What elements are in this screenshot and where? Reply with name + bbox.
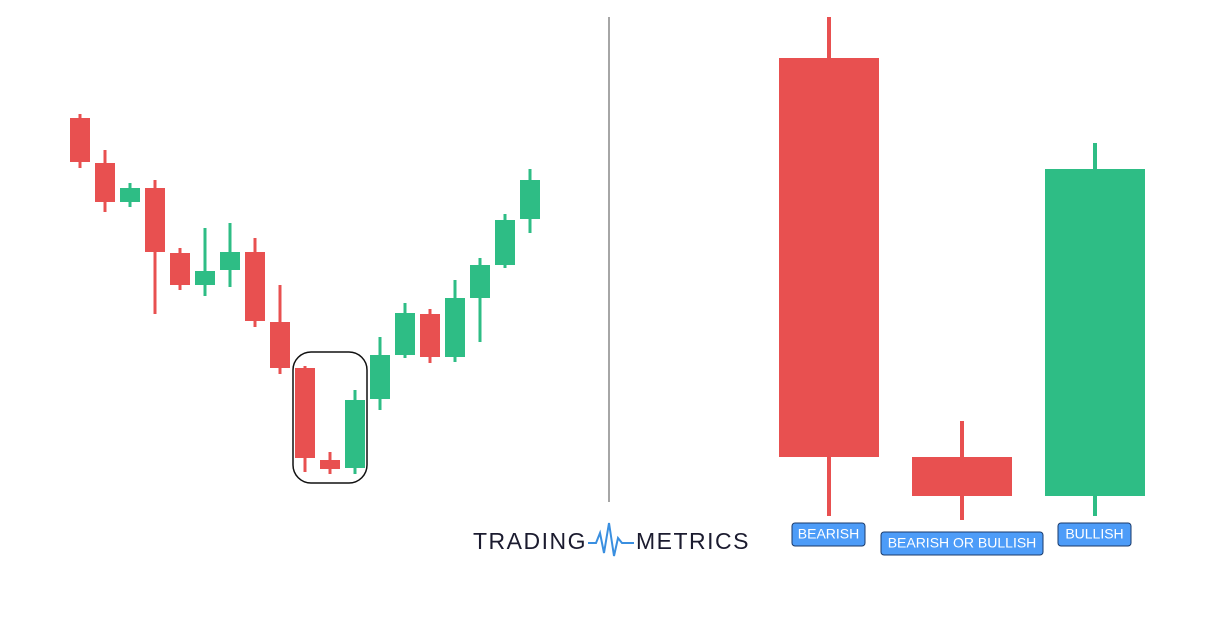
candle-label: BULLISH xyxy=(1065,526,1123,542)
candle-body xyxy=(320,460,340,469)
candle-body xyxy=(395,313,415,355)
candle-body xyxy=(445,298,465,357)
candle-body xyxy=(70,118,90,162)
candle-body xyxy=(145,188,165,252)
candle-body xyxy=(195,271,215,285)
candle-body xyxy=(495,220,515,265)
candle-label: BEARISH OR BULLISH xyxy=(888,535,1037,551)
candle-body xyxy=(912,457,1012,496)
candle-body xyxy=(270,322,290,368)
candle-body xyxy=(470,265,490,298)
pattern-highlight xyxy=(292,351,368,484)
candles xyxy=(70,17,1145,520)
candle-body xyxy=(220,252,240,270)
label-box xyxy=(880,531,1044,556)
candle-body xyxy=(370,355,390,399)
logo-icon xyxy=(588,522,634,557)
candle-body xyxy=(1045,169,1145,496)
candle-body xyxy=(120,188,140,202)
candle-body xyxy=(520,180,540,219)
label-box xyxy=(791,522,866,547)
candle-body xyxy=(295,368,315,458)
candle-body xyxy=(95,163,115,202)
candle-body xyxy=(420,314,440,357)
candle-body xyxy=(345,400,365,468)
candle-body xyxy=(245,252,265,321)
candle-label: BEARISH xyxy=(798,526,859,542)
label-box xyxy=(1057,522,1132,547)
logo-left: TRADING xyxy=(473,528,587,554)
candle-body xyxy=(170,253,190,285)
logo-right: METRICS xyxy=(636,528,750,554)
candle-body xyxy=(779,58,879,457)
